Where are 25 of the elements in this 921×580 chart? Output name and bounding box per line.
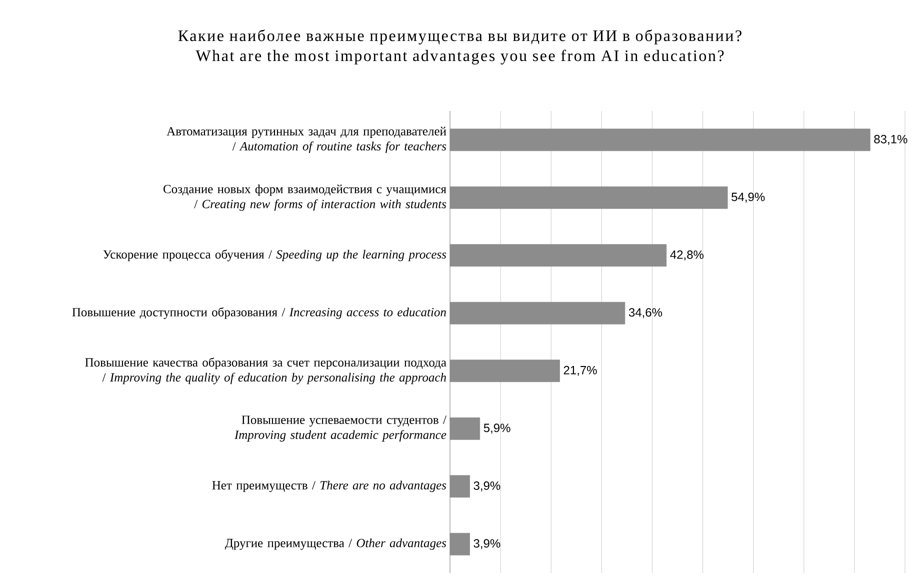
data-label: 42,8% — [670, 250, 704, 260]
data-label: 54,9% — [732, 192, 765, 203]
bar — [450, 186, 728, 209]
y-tick-label: Автоматизация рутинных задач для преподавателей / Automation of routine tasks for teachers — [166, 126, 446, 154]
y-tick-label: Нет преимуществ / There are no advantages — [212, 480, 446, 492]
data-label: 21,7% — [564, 366, 597, 376]
data-label: 83,1% — [874, 134, 908, 145]
bar — [450, 533, 470, 556]
bar — [450, 418, 480, 440]
bar — [450, 128, 870, 152]
y-tick-label: Ускорение процесса обучения / Speeding up the learning process — [103, 250, 446, 262]
data-label: 3,9% — [474, 481, 500, 492]
chart-title: Какие наиболее важные преимущества вы видите от ИИ в образовании? What are the most important advantages you see from AI in education? — [178, 30, 742, 65]
y-tick-label: Другие преимущества / Other advantages — [224, 538, 446, 550]
bar — [450, 475, 470, 498]
bar — [450, 360, 560, 382]
bar — [450, 244, 667, 267]
data-label: 34,6% — [628, 308, 662, 318]
data-label: 5,9% — [484, 424, 510, 434]
data-label: 3,9% — [474, 539, 500, 550]
y-tick-label: Повышение доступности образования / Increasing access to education — [72, 307, 446, 320]
y-tick-label: Создание новых форм взаимодействия с учащимися / Creating new forms of interaction with students — [164, 184, 446, 211]
bar — [450, 302, 626, 324]
y-tick-label: Повышение качества образования за счет персонализации подхода / Improving the quality of education by personalising the approach — [85, 358, 446, 384]
y-tick-label: Повышение успеваемости студентов / Improving student academic performance — [234, 416, 446, 442]
